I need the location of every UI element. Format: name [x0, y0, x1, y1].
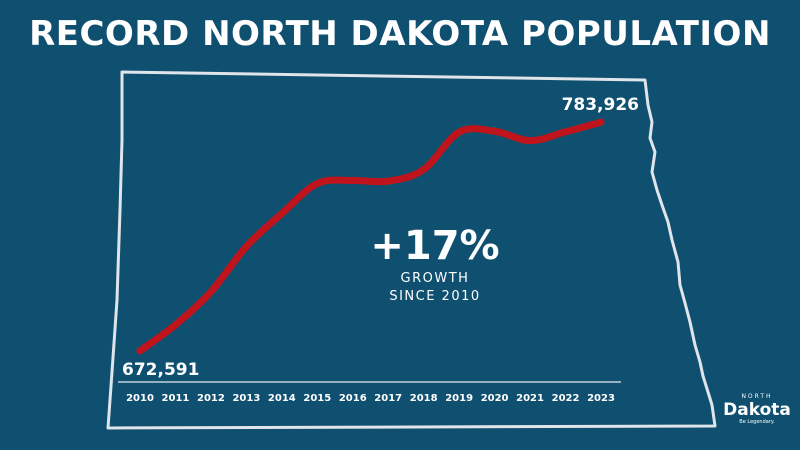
growth-percent: +17%	[370, 223, 500, 269]
x-tick-label-2019: 2019	[445, 393, 473, 404]
north-dakota-logo: NORTH Dakota Be Legendary.	[722, 393, 792, 426]
logo-dakota-text: Dakota	[723, 400, 791, 420]
x-tick-label-2010: 2010	[126, 393, 154, 404]
x-tick-label-2011: 2011	[162, 393, 190, 404]
x-tick-label-2022: 2022	[552, 393, 580, 404]
x-tick-label-2018: 2018	[410, 393, 438, 404]
chart-title: RECORD NORTH DAKOTA POPULATION	[29, 14, 771, 54]
x-tick-label-2013: 2013	[232, 393, 260, 404]
x-tick-label-2014: 2014	[268, 393, 296, 404]
data-label-2010: 672,591	[122, 360, 199, 380]
logo-north-text: NORTH	[741, 393, 773, 400]
data-label-2023: 783,926	[562, 95, 639, 115]
logo-tagline: Be Legendary.	[739, 419, 775, 425]
population-series-line	[136, 118, 605, 355]
growth-label: GROWTH	[400, 271, 470, 286]
growth-annotation: +17% GROWTH SINCE 2010	[365, 222, 505, 306]
growth-since-label: SINCE 2010	[389, 289, 481, 304]
x-tick-label-2016: 2016	[339, 393, 367, 404]
x-tick-label-2023: 2023	[587, 393, 615, 404]
x-tick-label-2012: 2012	[197, 393, 225, 404]
state-outline	[106, 70, 717, 430]
x-tick-label-2017: 2017	[374, 393, 402, 404]
x-tick-label-2020: 2020	[481, 393, 509, 404]
x-tick-label-2021: 2021	[516, 393, 544, 404]
x-tick-label-2015: 2015	[303, 393, 331, 404]
